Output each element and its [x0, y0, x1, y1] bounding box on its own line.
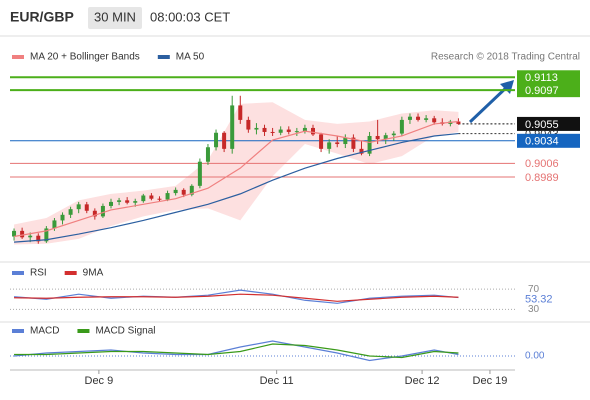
candle-body [416, 116, 421, 120]
candle-body [375, 135, 380, 140]
candle-body [52, 220, 57, 229]
candle-body [189, 185, 194, 195]
candle-body [319, 134, 324, 149]
level-label-box [517, 83, 580, 98]
candle-body [68, 209, 73, 215]
candle-body [359, 148, 364, 154]
candle-body [20, 230, 25, 238]
candle-body [383, 135, 388, 140]
candle-body [109, 201, 113, 206]
legend-swatch [12, 271, 24, 275]
candle-body [181, 189, 186, 195]
legend-label: MACD [30, 326, 59, 337]
legend-label: MA 50 [176, 52, 205, 63]
legend-label: 9MA [83, 268, 104, 279]
level-label: 0.9006 [525, 158, 559, 170]
indicator-line [13, 120, 459, 238]
time: 08:00:03 CET [150, 9, 230, 24]
timeframe: 30 MIN [94, 9, 136, 24]
candle-body [60, 214, 65, 221]
indicator-line [13, 289, 459, 304]
candle-body [432, 118, 437, 123]
y-tick-label: 0.00 [525, 351, 545, 362]
candle-body [125, 200, 130, 203]
legend-label: MACD Signal [95, 326, 155, 337]
candle-body [197, 161, 202, 186]
candle-body [222, 132, 227, 149]
level-label: 0.9097 [525, 85, 559, 97]
candle-body [367, 135, 372, 154]
candle-body [351, 137, 356, 149]
legend-swatch [64, 271, 77, 275]
indicator-line [13, 132, 459, 243]
timeframe-box [88, 7, 142, 29]
candle-body [294, 131, 299, 133]
candle-body [327, 142, 332, 149]
candle-body [214, 132, 219, 148]
candle-body [230, 105, 235, 149]
legend-swatch [12, 55, 24, 59]
candle-body [424, 118, 429, 120]
candle-body [92, 210, 97, 217]
legend-label: MA 20 + Bollinger Bands [30, 52, 140, 63]
level-label: 0.8989 [525, 172, 559, 184]
level-label: 0.9113 [525, 72, 558, 84]
arrow [468, 84, 510, 124]
candle-body [133, 201, 138, 203]
candle-body [286, 129, 291, 132]
level-label: 0.9055 [525, 119, 559, 131]
candle-body [149, 195, 154, 199]
candle-body [407, 116, 412, 120]
candle-body [157, 198, 162, 200]
candle-body [117, 200, 122, 202]
rsi-value-label: 53.32 [525, 293, 553, 305]
legend-swatch [77, 329, 90, 333]
x-tick-label: Dec 12 [405, 375, 440, 387]
candle-body [270, 131, 275, 133]
x-tick-label: Dec 19 [473, 375, 508, 387]
candle-body [100, 205, 105, 217]
candle-body [238, 105, 243, 120]
legend-swatch [157, 55, 170, 59]
candle-body [36, 235, 41, 242]
y-tick-label: 30 [528, 304, 540, 315]
candle-body [278, 129, 283, 133]
candle-body [141, 195, 146, 202]
candle-body [165, 193, 170, 200]
credit: Research © 2018 Trading Central [431, 52, 580, 63]
candle-body [44, 228, 49, 242]
level-label-box [517, 133, 580, 148]
candle-body [343, 137, 348, 145]
x-tick-label: Dec 9 [85, 375, 114, 387]
candle-body [84, 204, 89, 211]
x-tick-label: Dec 11 [260, 375, 294, 387]
level-label-box [517, 116, 580, 131]
candle-body [311, 127, 315, 135]
legend-label: RSI [30, 268, 47, 279]
level-label: 0.9034 [525, 136, 559, 148]
y-tick-label: 70 [528, 284, 540, 295]
candle-body [391, 133, 396, 136]
indicator-line [14, 293, 459, 302]
legend-swatch [12, 329, 24, 333]
candle-body [262, 127, 267, 132]
candle-body [173, 189, 178, 194]
candle-body [76, 204, 81, 210]
candle-body [399, 119, 404, 134]
candle-body [254, 127, 259, 130]
candle-body [456, 121, 461, 124]
candle-body [205, 147, 210, 162]
candle-body [28, 235, 33, 238]
level-label-box [517, 70, 580, 85]
indicator-line [14, 343, 459, 359]
candle-body [246, 119, 251, 130]
candle-body [302, 127, 307, 132]
candle-body [335, 142, 340, 145]
symbol: EUR/GBP [10, 9, 74, 25]
candle-body [12, 230, 17, 237]
